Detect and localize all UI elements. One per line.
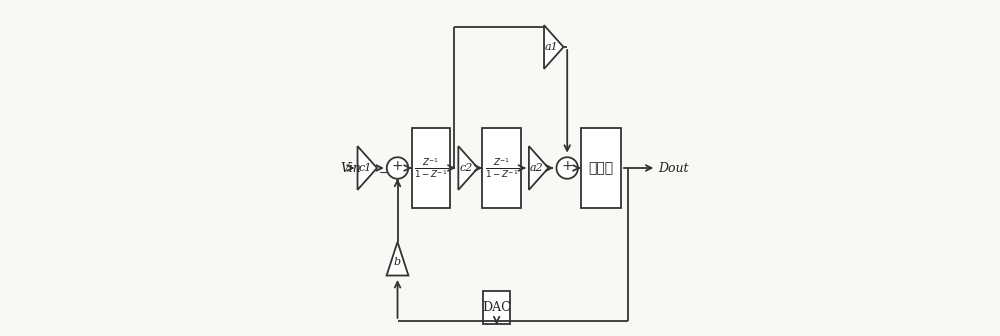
Text: b: b	[394, 257, 401, 267]
Text: a1: a1	[545, 42, 559, 52]
Polygon shape	[358, 146, 377, 190]
Circle shape	[387, 157, 408, 179]
Polygon shape	[387, 242, 408, 276]
Bar	[482, 128, 521, 208]
Polygon shape	[529, 146, 548, 190]
Text: DAC: DAC	[482, 301, 511, 314]
Bar	[412, 128, 450, 208]
Text: +: +	[561, 159, 573, 173]
Text: 量化器: 量化器	[588, 161, 613, 175]
Bar	[581, 128, 621, 208]
Text: c1: c1	[359, 163, 372, 173]
Polygon shape	[544, 25, 564, 69]
Text: c2: c2	[459, 163, 473, 173]
Polygon shape	[458, 146, 478, 190]
Text: Dout: Dout	[658, 162, 688, 174]
Text: −: −	[379, 167, 389, 180]
Text: a2: a2	[530, 163, 544, 173]
Text: +: +	[392, 159, 403, 173]
Text: Vin: Vin	[340, 162, 361, 174]
Bar	[483, 291, 510, 324]
Text: $\frac{Z^{-1}}{1-Z^{-1}}$: $\frac{Z^{-1}}{1-Z^{-1}}$	[414, 156, 448, 180]
Text: $\frac{Z^{-1}}{1-Z^{-1}}$: $\frac{Z^{-1}}{1-Z^{-1}}$	[485, 156, 519, 180]
Circle shape	[556, 157, 578, 179]
